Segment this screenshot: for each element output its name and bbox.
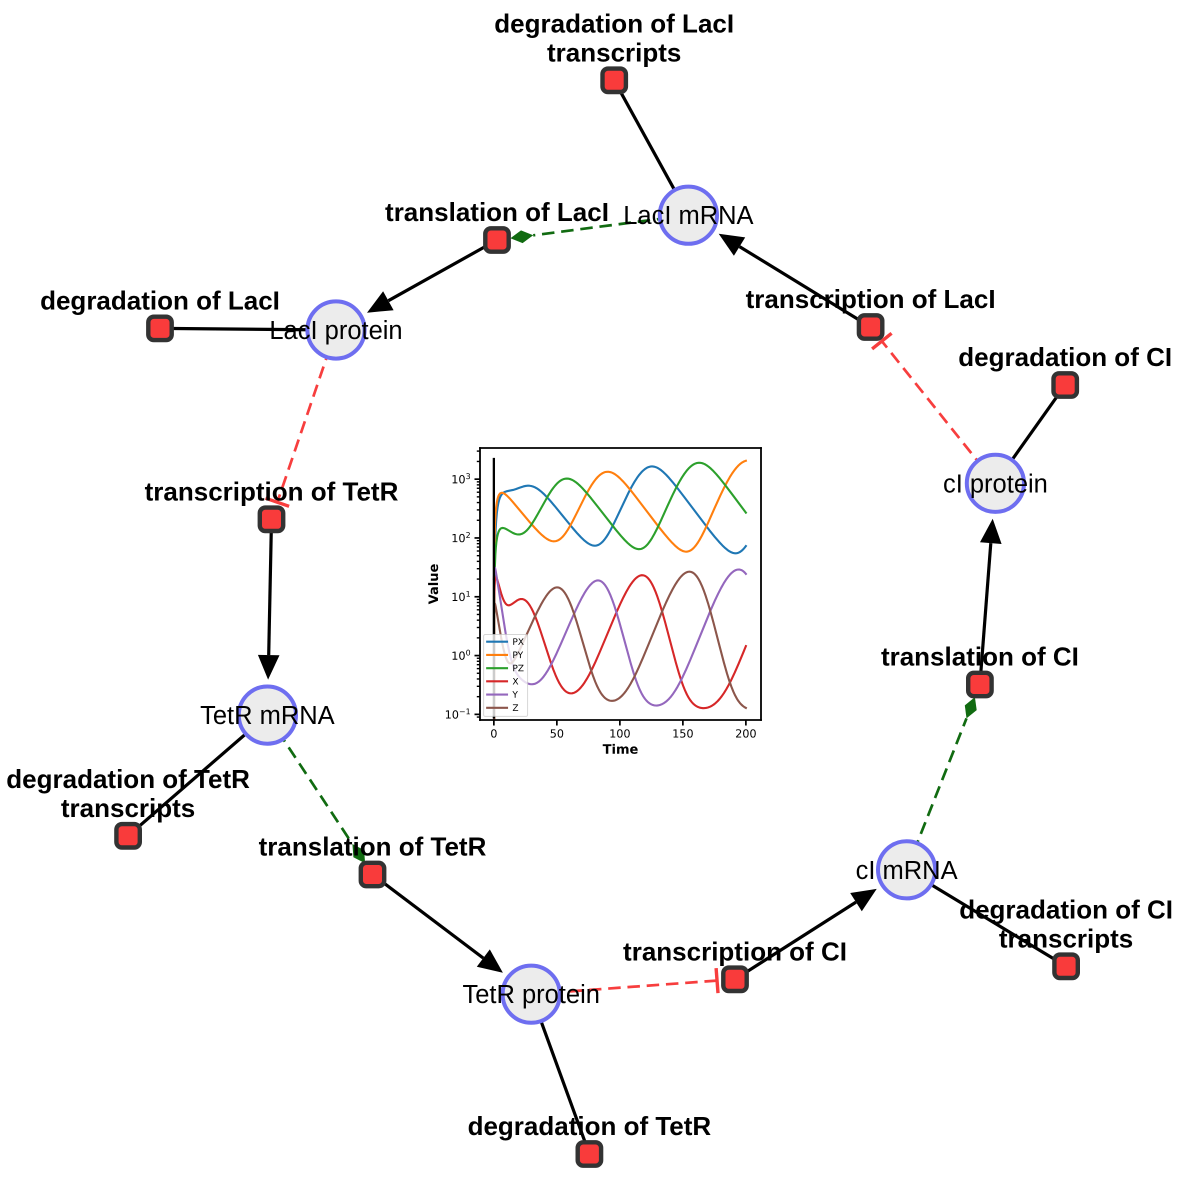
svg-text:transcription of TetR: transcription of TetR (145, 476, 399, 506)
svg-text:LacI mRNA: LacI mRNA (623, 202, 753, 230)
svg-text:degradation of LacI: degradation of LacI (494, 8, 734, 38)
svg-text:degradation of CI: degradation of CI (958, 342, 1172, 372)
svg-text:translation of LacI: translation of LacI (385, 197, 609, 227)
svg-text:transcripts: transcripts (547, 37, 681, 67)
svg-text:translation of CI: translation of CI (881, 642, 1079, 672)
svg-text:degradation of CI: degradation of CI (959, 894, 1173, 924)
svg-text:degradation of TetR: degradation of TetR (468, 1111, 712, 1141)
svg-text:transcripts: transcripts (999, 923, 1133, 953)
svg-text:TetR protein: TetR protein (462, 981, 600, 1009)
svg-text:degradation of LacI: degradation of LacI (40, 285, 280, 315)
svg-text:LacI protein: LacI protein (269, 317, 402, 345)
svg-text:cI protein: cI protein (943, 470, 1048, 498)
svg-text:transcription of CI: transcription of CI (623, 936, 847, 966)
svg-text:TetR mRNA: TetR mRNA (200, 702, 335, 730)
svg-text:translation of TetR: translation of TetR (259, 832, 487, 862)
svg-text:degradation of TetR: degradation of TetR (6, 764, 250, 794)
svg-text:transcripts: transcripts (61, 793, 195, 823)
svg-text:transcription of LacI: transcription of LacI (746, 284, 996, 314)
svg-text:cI mRNA: cI mRNA (856, 857, 958, 885)
